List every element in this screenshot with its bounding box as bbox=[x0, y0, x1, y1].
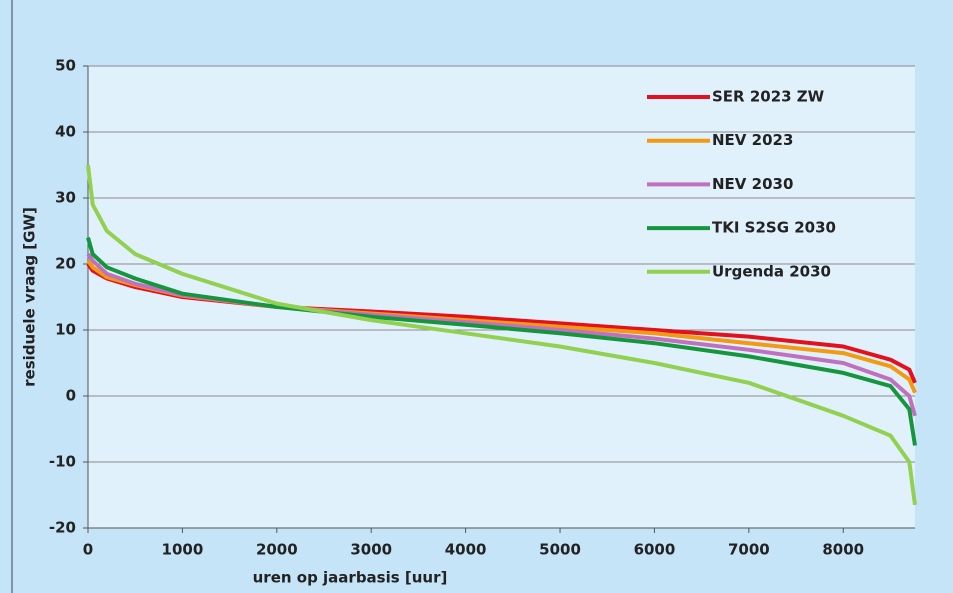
y-axis-label: residuele vraag [GW] bbox=[21, 207, 39, 387]
legend-label: Urgenda 2030 bbox=[712, 262, 831, 280]
x-tick-label: 8000 bbox=[822, 541, 864, 559]
data-line bbox=[86, 164, 917, 506]
x-tick-label: 7000 bbox=[728, 541, 770, 559]
x-tick-label: 3000 bbox=[350, 541, 392, 559]
legend-label: SER 2023 ZW bbox=[712, 88, 825, 106]
x-tick-label: 1000 bbox=[162, 541, 204, 559]
y-tick-label: 40 bbox=[55, 123, 76, 141]
legend-label: NEV 2030 bbox=[712, 175, 793, 193]
x-tick-label: 6000 bbox=[634, 541, 676, 559]
plot-area bbox=[88, 66, 915, 528]
x-tick-label: 4000 bbox=[445, 541, 487, 559]
legend-label: TKI S2SG 2030 bbox=[712, 219, 836, 237]
x-tick-label: 2000 bbox=[256, 541, 298, 559]
y-tick-label: 50 bbox=[55, 57, 76, 75]
legend-label: NEV 2023 bbox=[712, 131, 793, 149]
y-tick-label: 0 bbox=[66, 387, 76, 405]
x-tick-label: 0 bbox=[83, 541, 93, 559]
x-tick-label: 5000 bbox=[539, 541, 581, 559]
x-axis-label: uren op jaarbasis [uur] bbox=[253, 569, 448, 587]
y-tick-label: 20 bbox=[55, 255, 76, 273]
data-line bbox=[86, 237, 917, 446]
y-tick-label: 30 bbox=[55, 189, 76, 207]
y-tick-label: -20 bbox=[49, 519, 76, 537]
y-tick-label: 10 bbox=[55, 321, 76, 339]
y-tick-label: -10 bbox=[49, 453, 76, 471]
data-line bbox=[86, 252, 917, 417]
